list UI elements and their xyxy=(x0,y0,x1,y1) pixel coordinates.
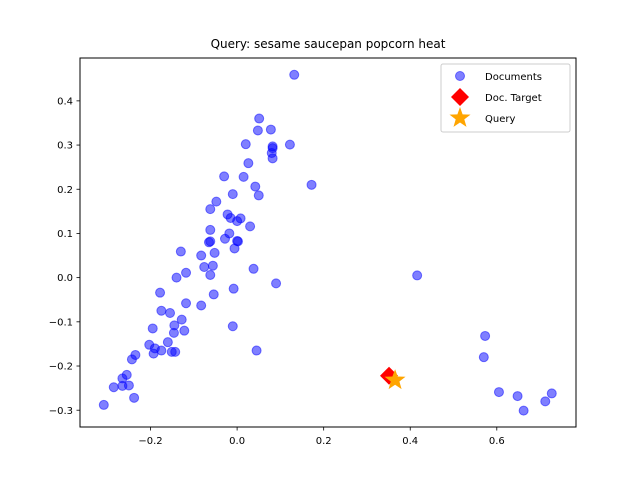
document-point xyxy=(208,289,219,300)
document-point xyxy=(196,300,207,311)
document-point xyxy=(306,179,317,190)
document-point xyxy=(162,337,173,348)
y-tick-label: 0.2 xyxy=(57,185,73,196)
plot-points xyxy=(98,69,557,416)
document-point xyxy=(205,269,216,280)
document-point xyxy=(227,189,238,200)
document-point xyxy=(251,345,262,356)
document-point xyxy=(129,392,140,403)
legend-label-query: Query xyxy=(485,114,515,125)
x-tick-label: 0.2 xyxy=(316,436,332,447)
document-point xyxy=(284,139,295,150)
document-point xyxy=(265,124,276,135)
document-point xyxy=(199,262,210,273)
document-point xyxy=(209,247,220,258)
document-point xyxy=(205,204,216,215)
document-point xyxy=(540,396,551,407)
document-point xyxy=(219,233,230,244)
document-point xyxy=(253,190,264,201)
document-point xyxy=(252,125,263,136)
document-point xyxy=(98,399,109,410)
document-point xyxy=(205,224,216,235)
document-point xyxy=(181,267,192,278)
document-point xyxy=(228,283,239,294)
legend-marker-doc-target xyxy=(451,88,469,106)
document-point xyxy=(289,69,300,80)
document-point xyxy=(267,153,278,164)
document-point xyxy=(203,237,214,248)
document-point xyxy=(156,305,167,316)
document-point xyxy=(248,263,259,274)
document-point xyxy=(147,323,158,334)
y-tick-label: 0.4 xyxy=(57,96,73,107)
document-point xyxy=(219,171,230,182)
x-tick-label: −0.2 xyxy=(138,436,162,447)
document-point xyxy=(148,348,159,359)
x-tick-label: 0.6 xyxy=(489,436,505,447)
document-point xyxy=(412,270,423,281)
query-point xyxy=(384,369,406,390)
document-point xyxy=(207,260,218,271)
legend-marker-query xyxy=(449,107,471,127)
y-tick-label: 0.0 xyxy=(57,273,73,284)
document-point xyxy=(165,307,176,318)
x-axis: −0.2 0.0 0.2 0.4 0.6 xyxy=(138,427,505,447)
document-point xyxy=(179,325,190,336)
legend-label-documents: Documents xyxy=(485,72,542,83)
document-point xyxy=(240,139,251,150)
document-point xyxy=(232,216,243,227)
document-point xyxy=(245,221,256,232)
legend-marker-documents xyxy=(455,71,465,81)
document-point xyxy=(155,287,166,298)
document-point xyxy=(518,405,529,416)
y-tick-label: 0.3 xyxy=(57,141,73,152)
y-tick-label: −0.3 xyxy=(49,406,73,417)
document-point xyxy=(196,250,207,261)
document-point xyxy=(126,354,137,365)
y-tick-label: −0.1 xyxy=(49,317,73,328)
plot-frame xyxy=(79,57,577,428)
document-point xyxy=(171,272,182,283)
legend: Documents Doc. Target Query xyxy=(440,63,571,133)
x-tick-label: 0.0 xyxy=(229,436,245,447)
document-point xyxy=(181,298,192,309)
document-point xyxy=(478,352,489,363)
document-point xyxy=(243,158,254,169)
document-point xyxy=(108,382,119,393)
document-point xyxy=(238,171,249,182)
document-point xyxy=(117,380,128,391)
y-tick-label: 0.1 xyxy=(57,229,73,240)
legend-label-doc-target: Doc. Target xyxy=(485,93,542,104)
document-point xyxy=(546,388,557,399)
document-point xyxy=(211,196,222,207)
document-point xyxy=(168,327,179,338)
y-axis: −0.3 −0.2 −0.1 0.0 0.1 0.2 0.3 0.4 xyxy=(49,96,80,417)
document-point xyxy=(227,321,238,332)
document-point xyxy=(175,246,186,257)
document-point xyxy=(250,181,261,192)
document-point xyxy=(512,391,523,402)
document-point xyxy=(493,387,504,398)
document-point xyxy=(480,330,491,341)
document-point xyxy=(229,243,240,254)
document-point xyxy=(271,278,282,289)
y-tick-label: −0.2 xyxy=(49,362,73,373)
document-point xyxy=(170,346,181,357)
chart-title: Query: sesame saucepan popcorn heat xyxy=(211,37,446,51)
x-tick-label: 0.4 xyxy=(402,436,418,447)
document-point xyxy=(176,314,187,325)
legend-box xyxy=(440,63,571,133)
document-point xyxy=(254,113,265,124)
